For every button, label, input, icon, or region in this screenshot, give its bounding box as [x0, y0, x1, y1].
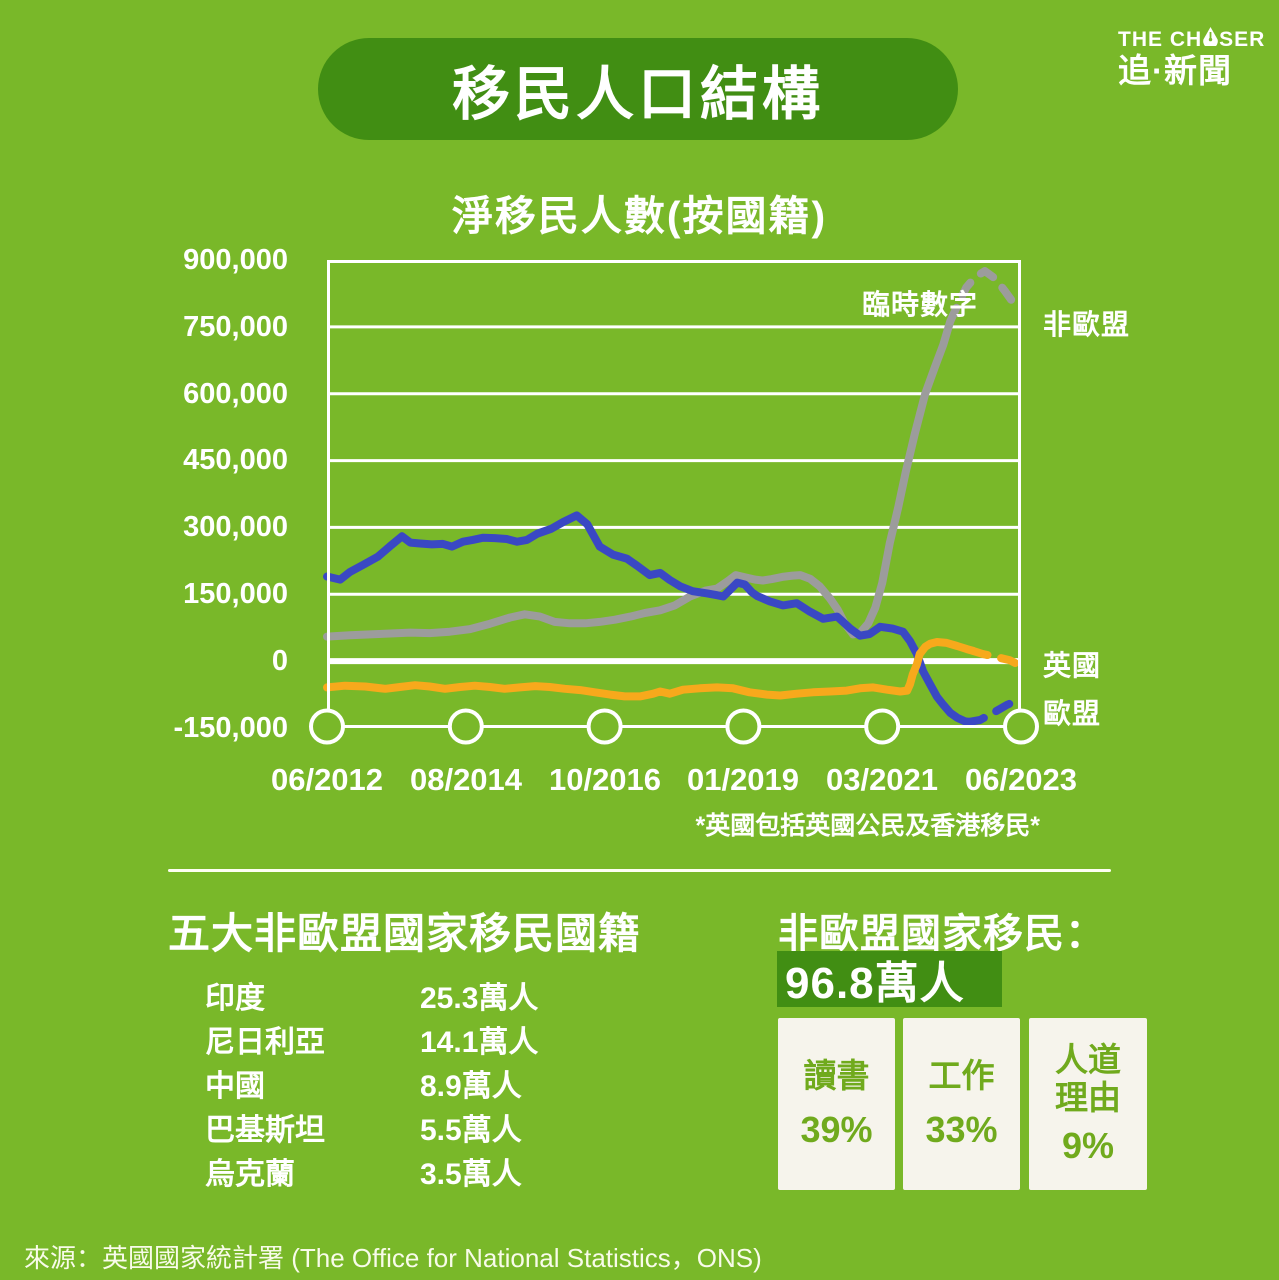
- logo-wordmark: THE CH SER: [1118, 27, 1264, 51]
- title-banner: 移民人口結構: [318, 38, 958, 140]
- y-axis-tick: 600,000: [183, 378, 288, 410]
- country-label: 烏克蘭: [205, 1158, 295, 1191]
- reason-percent: 39%: [800, 1109, 873, 1150]
- table-row-china: 中國 8.9萬人: [161, 1064, 613, 1103]
- country-value: 3.5萬人: [420, 1158, 522, 1191]
- chart-footnote: *英國包括英國公民及香港移民*: [695, 812, 1040, 840]
- x-axis-tick: 01/2019: [686, 762, 800, 797]
- line-label-non-eu: 非歐盟: [1043, 309, 1131, 340]
- country-value: 8.9萬人: [420, 1070, 522, 1103]
- reason-card-humanitarian: 人道 理由 9%: [1029, 1018, 1147, 1190]
- source-credit: 來源：英國國家統計署 (The Office for National Stat…: [24, 1243, 762, 1273]
- country-value: 5.5萬人: [420, 1114, 522, 1147]
- country-label: 印度: [205, 982, 265, 1015]
- axis-tick-circle: [864, 708, 901, 745]
- table-title: 五大非歐盟國家移民國籍: [168, 910, 642, 957]
- axis-tick-circle: [725, 708, 762, 745]
- country-value: 25.3萬人: [420, 982, 539, 1015]
- reason-label: 讀書: [803, 1057, 870, 1094]
- chart-title: 淨移民人數(按國籍): [451, 193, 828, 239]
- x-axis-tick: 10/2016: [548, 762, 662, 797]
- total-highlight: 96.8萬人: [777, 951, 1002, 1008]
- total-value: 96.8萬人: [785, 959, 965, 1008]
- nationality-table: 印度 25.3萬人 尼日利亞 14.1萬人 中國 8.9萬人 巴基斯坦 5.5萬…: [161, 976, 613, 1196]
- x-axis-tick: 06/2023: [964, 762, 1078, 797]
- y-axis-tick: 150,000: [183, 578, 288, 610]
- y-axis-tick: 750,000: [183, 311, 288, 343]
- line-non-eu-dashed: [946, 267, 1025, 326]
- line-eu-dashed: [965, 695, 1025, 726]
- axis-tick-circle: [447, 708, 484, 745]
- country-label: 巴基斯坦: [205, 1114, 325, 1147]
- provisional-annotation: 臨時數字: [862, 289, 979, 320]
- x-axis-tick: 08/2014: [409, 762, 523, 797]
- net-migration-plot: [309, 260, 1039, 745]
- table-row-nigeria: 尼日利亞 14.1萬人: [161, 1020, 613, 1059]
- line-uk-solid: [323, 638, 978, 701]
- reason-label: 人道: [1055, 1041, 1121, 1078]
- y-axis-tick: 0: [271, 645, 288, 677]
- y-axis-tick: 450,000: [183, 444, 288, 476]
- y-axis-tick: 300,000: [183, 511, 288, 543]
- line-uk-dashed: [969, 646, 1025, 670]
- reason-label: 工作: [928, 1057, 995, 1094]
- axis-tick-circle: [586, 708, 623, 745]
- y-axis-tick: 900,000: [183, 244, 288, 276]
- stats-title: 非歐盟國家移民：: [778, 912, 1106, 956]
- table-row-pakistan: 巴基斯坦 5.5萬人: [161, 1108, 613, 1147]
- axis-tick-circle: [1003, 708, 1039, 745]
- y-axis-tick: -150,000: [173, 712, 289, 744]
- x-axis-tick: 06/2012: [270, 762, 384, 797]
- table-row-india: 印度 25.3萬人: [161, 976, 613, 1015]
- logo-chinese: 追·新聞: [1118, 52, 1232, 89]
- x-axis-tick: 03/2021: [825, 762, 939, 797]
- axis-tick-circle: [309, 708, 345, 745]
- country-label: 尼日利亞: [205, 1026, 325, 1059]
- logo-text-right: SER: [1219, 28, 1266, 51]
- page-title: 移民人口結構: [451, 62, 824, 127]
- reason-label-line2: 理由: [1055, 1079, 1121, 1116]
- table-row-ukraine: 烏克蘭 3.5萬人: [161, 1152, 613, 1191]
- country-label: 中國: [205, 1070, 265, 1103]
- logo-text-left: THE CH: [1118, 28, 1203, 51]
- line-eu-solid: [323, 511, 974, 726]
- country-value: 14.1萬人: [420, 1026, 539, 1059]
- reason-percent: 33%: [925, 1109, 998, 1150]
- line-non-eu-solid: [323, 317, 955, 641]
- section-divider: [168, 869, 1111, 872]
- pen-nib-icon: [1203, 27, 1218, 50]
- line-label-eu: 歐盟: [1043, 698, 1102, 729]
- line-label-uk: 英國: [1043, 650, 1102, 681]
- reason-card-study: 讀書 39%: [778, 1018, 895, 1190]
- reason-percent: 9%: [1061, 1125, 1115, 1166]
- plot-border: [327, 260, 1021, 728]
- reason-card-work: 工作 33%: [903, 1018, 1020, 1190]
- chaser-logo: THE CH SER 追·新聞: [1118, 27, 1264, 89]
